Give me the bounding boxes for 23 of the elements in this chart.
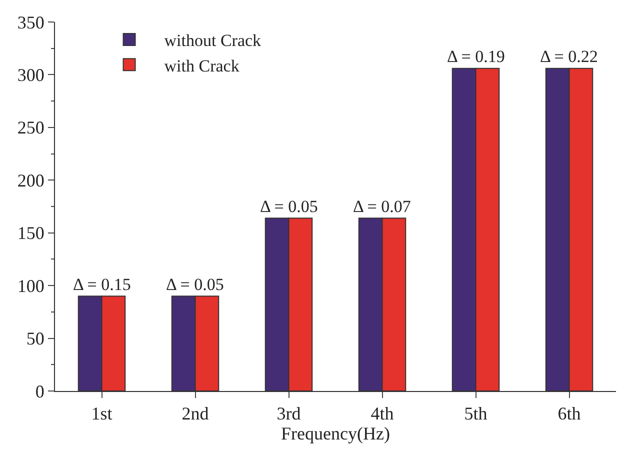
y-tick-label: 100	[17, 276, 44, 296]
annotation: Δ = 0.22	[540, 47, 598, 66]
y-tick-label: 50	[26, 328, 44, 349]
annotation: Δ = 0.05	[260, 197, 318, 216]
x-tick-label: 5th	[464, 404, 488, 424]
x-tick-label: 4th	[370, 404, 394, 424]
y-tick-label: 250	[17, 118, 44, 138]
annotation: Δ = 0.07	[353, 197, 412, 216]
y-tick-label: 350	[17, 12, 44, 32]
x-tick-label: 6th	[558, 404, 581, 424]
y-tick-label: 300	[17, 65, 44, 86]
x-axis-title: Frequency(Hz)	[281, 424, 390, 444]
y-tick-label: 0	[35, 381, 44, 402]
legend-label: without Crack	[164, 31, 262, 50]
annotation: Δ = 0.19	[447, 47, 505, 66]
y-tick-label: 150	[17, 223, 44, 244]
x-tick-label: 2nd	[182, 404, 209, 424]
y-tick-label: 200	[17, 170, 44, 190]
x-tick-label: 1st	[91, 404, 112, 424]
x-tick-label: 3rd	[276, 404, 301, 424]
annotation: Δ = 0.05	[166, 275, 224, 294]
annotation: Δ = 0.15	[73, 275, 131, 294]
legend-label: with Crack	[164, 56, 240, 76]
